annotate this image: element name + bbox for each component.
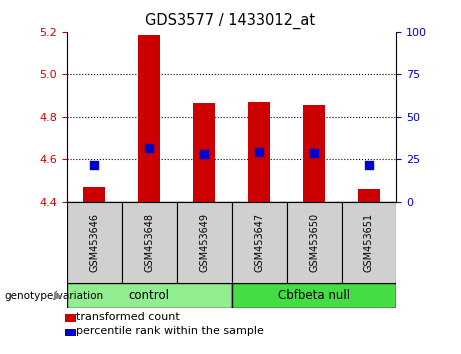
Point: [146, 145, 153, 150]
Text: GSM453651: GSM453651: [364, 213, 374, 272]
Text: genotype/variation: genotype/variation: [5, 291, 104, 301]
Text: transformed count: transformed count: [76, 312, 180, 322]
Bar: [303, 105, 325, 202]
Bar: [67, 283, 231, 308]
Point: [201, 151, 208, 157]
Text: GDS3577 / 1433012_at: GDS3577 / 1433012_at: [145, 12, 316, 29]
Text: Cbfbeta null: Cbfbeta null: [278, 289, 350, 302]
Bar: [342, 202, 396, 283]
Bar: [67, 202, 122, 283]
Bar: [193, 103, 215, 202]
Text: GSM453646: GSM453646: [89, 213, 99, 272]
Point: [310, 150, 318, 156]
Bar: [231, 283, 396, 308]
Bar: [248, 102, 270, 202]
Text: percentile rank within the sample: percentile rank within the sample: [76, 326, 264, 336]
Point: [91, 162, 98, 167]
Bar: [138, 35, 160, 202]
Bar: [177, 202, 231, 283]
Point: [255, 149, 263, 155]
Text: GSM453648: GSM453648: [144, 213, 154, 272]
Text: GSM453650: GSM453650: [309, 213, 319, 272]
Bar: [287, 202, 342, 283]
Text: control: control: [129, 289, 170, 302]
Bar: [122, 202, 177, 283]
Point: [365, 162, 372, 167]
Bar: [83, 187, 105, 202]
Text: ▶: ▶: [54, 291, 62, 301]
Bar: [358, 189, 380, 202]
Bar: [231, 202, 287, 283]
Text: GSM453649: GSM453649: [199, 213, 209, 272]
Text: GSM453647: GSM453647: [254, 213, 264, 272]
